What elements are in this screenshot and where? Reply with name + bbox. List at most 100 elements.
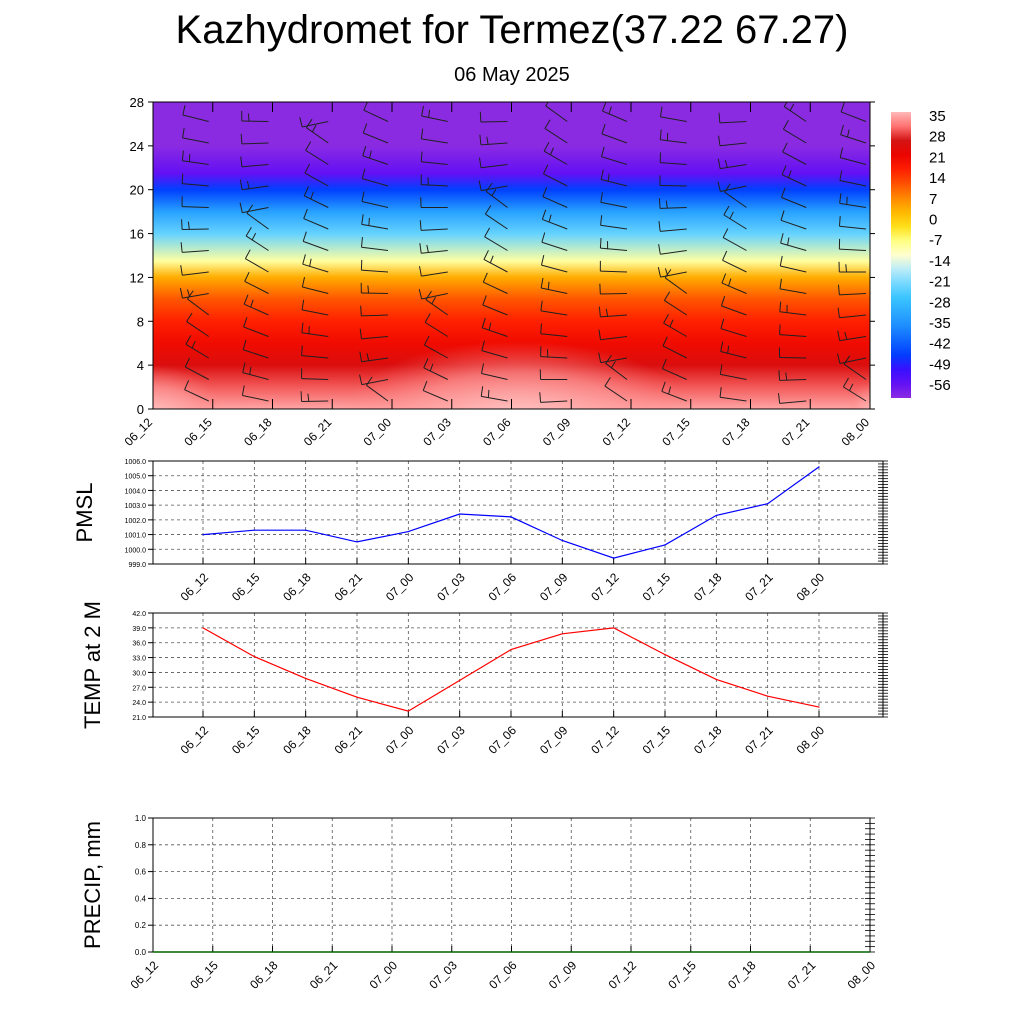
wind-barb xyxy=(662,336,687,359)
wind-barb xyxy=(839,170,867,187)
wind-barb xyxy=(302,231,329,251)
colorbar-label: -7 xyxy=(929,232,942,249)
wind-barb xyxy=(781,187,807,208)
wind-barb xyxy=(180,242,209,253)
x-tick-label: 06_18 xyxy=(280,723,314,757)
colorbar-label: -56 xyxy=(929,377,951,394)
colorbar-label: 35 xyxy=(929,108,946,125)
wind-barb xyxy=(240,156,269,168)
wind-barb xyxy=(424,313,449,337)
wind-barb xyxy=(186,312,210,337)
surface-heating xyxy=(153,341,870,409)
x-tick-label: 07_12 xyxy=(588,723,622,757)
x-tick-label: 07_00 xyxy=(367,958,401,992)
data-point xyxy=(818,706,820,708)
wind-barb xyxy=(720,296,747,316)
wind-barb xyxy=(359,328,389,340)
x-tick-label: 07_15 xyxy=(659,415,693,449)
data-point xyxy=(561,633,563,635)
wind-barb xyxy=(245,226,269,251)
data-point xyxy=(253,655,255,658)
wind-barb xyxy=(244,271,269,294)
wind-barb xyxy=(717,158,747,170)
wind-barb xyxy=(778,347,807,359)
colorbar-label: 21 xyxy=(929,149,946,166)
wind-barb xyxy=(359,374,389,386)
data-point xyxy=(818,466,820,468)
colorbar-label: 0 xyxy=(929,212,937,229)
data-point xyxy=(202,533,204,536)
wind-barb xyxy=(661,359,687,380)
y-tick-label: 1003.0 xyxy=(125,503,147,510)
wind-barb xyxy=(361,168,389,187)
wind-barb xyxy=(779,301,807,316)
wind-barb xyxy=(777,393,807,404)
wind-barb xyxy=(301,345,329,359)
x-tick-label: 07_06 xyxy=(486,570,520,604)
y-tick-label: 1006.0 xyxy=(125,459,147,466)
wind-barb xyxy=(240,133,269,145)
wind-barb xyxy=(839,193,867,208)
wind-barb xyxy=(723,205,747,230)
wind-barb xyxy=(420,151,448,165)
x-tick-label: 06_18 xyxy=(247,958,281,992)
chart-subtitle: 06 May 2025 xyxy=(454,64,570,86)
y-tick-label: 36.0 xyxy=(132,641,146,648)
chart-title: Kazhydromet for Termez(37.22 67.27) xyxy=(175,8,849,52)
y-tick-label: 0 xyxy=(137,402,144,417)
wind-barb xyxy=(837,330,867,342)
wind-barb xyxy=(423,358,448,380)
wind-barb xyxy=(481,340,508,359)
data-point xyxy=(407,531,409,533)
wind-barb xyxy=(181,196,209,208)
wind-barb xyxy=(658,198,687,209)
wind-barb xyxy=(779,255,807,273)
wind-barb xyxy=(299,117,329,128)
wind-barb xyxy=(305,141,329,165)
x-tick-label: 06_12 xyxy=(128,958,162,992)
x-tick-label: 06_12 xyxy=(122,415,156,449)
wind-barb xyxy=(362,145,389,165)
wind-barb xyxy=(420,174,448,187)
y-axis-label: PRECIP, mm xyxy=(80,821,105,949)
wind-barb xyxy=(838,284,867,296)
wind-barb xyxy=(598,352,628,364)
wind-barb xyxy=(479,111,508,123)
wind-barb xyxy=(421,105,448,122)
colorbar-label: 28 xyxy=(929,129,946,146)
wind-barb xyxy=(239,179,269,191)
y-tick-label: 0.2 xyxy=(135,921,147,930)
x-tick-label: 07_12 xyxy=(588,570,622,604)
wind-barb xyxy=(604,377,628,402)
x-tick-label: 07_12 xyxy=(606,958,640,992)
x-tick-label: 07_06 xyxy=(486,958,520,992)
y-tick-label: 24.0 xyxy=(132,700,146,707)
wind-barb xyxy=(542,187,568,208)
wind-barb xyxy=(539,369,568,381)
x-tick-label: 07_09 xyxy=(537,570,571,604)
wind-barb xyxy=(837,307,867,319)
data-point xyxy=(561,539,563,542)
wind-barb xyxy=(600,146,628,165)
colorbar-fill xyxy=(891,112,911,398)
wind-barb xyxy=(719,387,747,402)
wind-barb xyxy=(717,181,747,193)
wind-barbs xyxy=(179,102,867,404)
wind-barb xyxy=(663,313,687,337)
x-tick-label: 06_12 xyxy=(178,723,212,757)
wind-barb xyxy=(480,386,508,402)
data-point xyxy=(613,557,615,559)
x-tick-label: 07_03 xyxy=(420,415,454,449)
y-tick-label: 30.0 xyxy=(132,670,146,677)
wind-barb xyxy=(478,180,508,192)
wind-barb xyxy=(482,272,508,294)
x-tick-label: 07_09 xyxy=(540,415,574,449)
wind-barb xyxy=(598,306,628,318)
x-tick-label: 06_15 xyxy=(181,415,215,449)
wind-barb xyxy=(361,191,389,208)
wind-barb xyxy=(540,300,568,316)
data-point xyxy=(305,677,307,679)
wind-barb xyxy=(722,250,747,273)
wind-barb xyxy=(242,362,269,380)
data-point xyxy=(459,679,461,681)
